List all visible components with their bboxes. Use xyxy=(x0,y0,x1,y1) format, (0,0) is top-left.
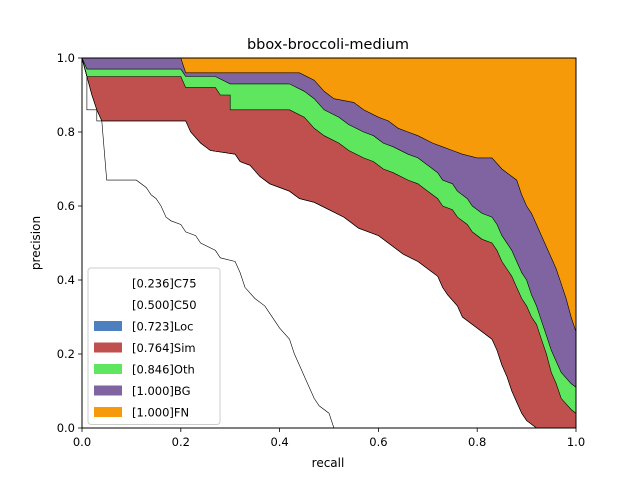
curve-1-000-bg xyxy=(82,57,577,332)
legend-swatch-1-000-fn xyxy=(94,407,122,417)
curve-0-236-c75 xyxy=(81,57,335,429)
y-axis: 0.0 0.2 0.4 0.6 0.8 1.0 xyxy=(57,51,82,435)
x-tick-label: 0.2 xyxy=(172,435,190,449)
x-tick-label: 0.8 xyxy=(468,435,486,449)
legend: [0.236]C75 [0.500]C50 [0.723]Loc [0.764]Sim… xyxy=(87,267,221,425)
chart-title: bbox-broccoli-medium xyxy=(247,37,409,53)
legend-swatch-0-846-oth xyxy=(94,364,122,374)
plot-frame xyxy=(81,57,577,429)
x-tick-label: 0.6 xyxy=(369,435,387,449)
y-axis-label: precision xyxy=(29,216,43,270)
legend-label-0-723-loc: [0.723]Loc xyxy=(132,320,193,334)
legend-label-0-764-sim: [0.764]Sim xyxy=(132,341,196,355)
curve-0-723-loc xyxy=(81,57,537,429)
x-axis-label: recall xyxy=(312,456,345,470)
x-axis: 0.0 0.2 0.4 0.6 0.8 1.0 xyxy=(73,428,585,449)
y-tick-label: 0.8 xyxy=(57,125,75,139)
legend-label-1-000-bg: [1.000]BG xyxy=(132,384,191,398)
y-tick-label: 0.0 xyxy=(57,421,75,435)
legend-swatch-0-236-c75 xyxy=(94,278,122,288)
y-tick-label: 0.2 xyxy=(57,347,75,361)
legend-label-0-500-c50: [0.500]C50 xyxy=(132,298,197,312)
y-tick-label: 0.4 xyxy=(57,273,75,287)
legend-swatch-0-764-sim xyxy=(94,342,122,353)
y-tick-label: 1.0 xyxy=(57,51,75,65)
legend-swatch-1-000-bg xyxy=(94,385,122,396)
legend-label-0-846-oth: [0.846]Oth xyxy=(132,363,195,377)
x-tick-label: 1.0 xyxy=(567,435,585,449)
x-tick-label: 0.0 xyxy=(73,435,91,449)
legend-swatch-0-500-c50 xyxy=(94,299,122,310)
x-tick-label: 0.4 xyxy=(270,435,288,449)
legend-swatch-0-723-loc xyxy=(94,321,122,331)
legend-label-1-000-fn: [1.000]FN xyxy=(132,406,189,420)
legend-label-0-236-c75: [0.236]C75 xyxy=(132,277,197,291)
y-tick-label: 0.6 xyxy=(57,199,75,213)
curve-0-764-sim xyxy=(81,57,577,414)
curve-0-846-oth xyxy=(81,57,577,388)
